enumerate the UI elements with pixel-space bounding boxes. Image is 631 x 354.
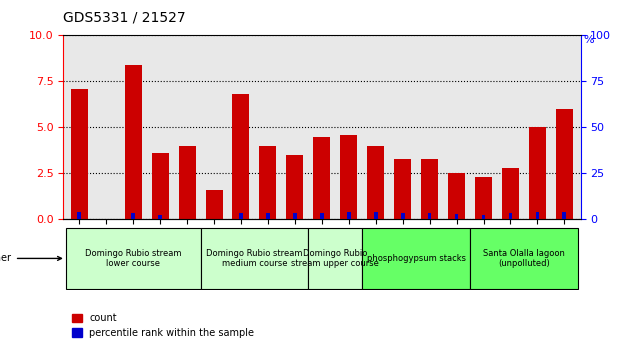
Bar	[232, 94, 249, 219]
Bar	[340, 135, 357, 219]
Bar	[125, 65, 141, 219]
Text: %: %	[583, 35, 594, 45]
Bar	[421, 159, 438, 219]
Bar	[475, 177, 492, 219]
Bar	[320, 213, 324, 219]
Text: GDS5331 / 21527: GDS5331 / 21527	[63, 11, 186, 25]
Bar	[239, 213, 243, 219]
Bar	[394, 159, 411, 219]
Bar	[448, 173, 465, 219]
FancyBboxPatch shape	[470, 228, 578, 289]
Legend: count, percentile rank within the sample: count, percentile rank within the sample	[68, 309, 258, 342]
Bar	[259, 146, 276, 219]
Text: Domingo Rubio stream
medium course: Domingo Rubio stream medium course	[206, 249, 303, 268]
FancyBboxPatch shape	[66, 228, 201, 289]
Bar	[455, 214, 459, 219]
Bar	[529, 127, 546, 219]
Bar	[401, 213, 404, 219]
Bar	[151, 153, 168, 219]
Bar	[562, 212, 566, 219]
Bar	[206, 190, 223, 219]
Bar	[428, 213, 432, 219]
FancyBboxPatch shape	[309, 228, 362, 289]
Bar	[131, 213, 135, 219]
Text: Domingo Rubio
stream upper course: Domingo Rubio stream upper course	[292, 249, 379, 268]
Text: other: other	[0, 253, 61, 263]
Bar	[502, 168, 519, 219]
FancyBboxPatch shape	[201, 228, 309, 289]
Bar	[286, 155, 304, 219]
Bar	[293, 213, 297, 219]
Bar	[536, 212, 540, 219]
Text: Santa Olalla lagoon
(unpolluted): Santa Olalla lagoon (unpolluted)	[483, 249, 565, 268]
Bar	[367, 146, 384, 219]
Bar	[314, 137, 330, 219]
Bar	[98, 218, 115, 219]
Bar	[509, 213, 512, 219]
Bar	[78, 212, 81, 219]
Bar	[347, 212, 351, 219]
Bar	[179, 146, 196, 219]
Bar	[212, 218, 216, 219]
Bar	[556, 109, 573, 219]
Bar	[481, 215, 485, 219]
Bar	[158, 215, 162, 219]
Text: phosphogypsum stacks: phosphogypsum stacks	[367, 254, 466, 263]
Bar	[266, 213, 270, 219]
Bar	[71, 89, 88, 219]
Text: Domingo Rubio stream
lower course: Domingo Rubio stream lower course	[85, 249, 182, 268]
FancyBboxPatch shape	[362, 228, 470, 289]
Bar	[374, 212, 377, 219]
